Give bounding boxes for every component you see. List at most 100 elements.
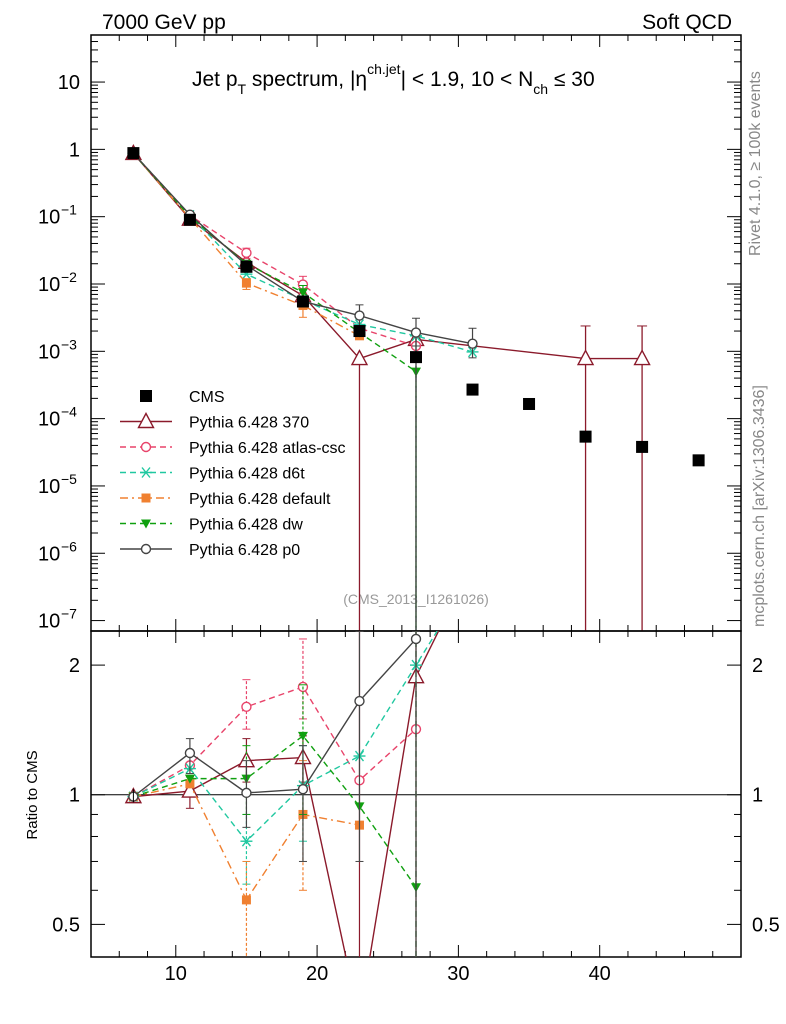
ratio-series-d6t — [127, 631, 438, 957]
ratio-point-p0 — [354, 695, 365, 707]
legend: CMS Pythia 6.428 370 Pythia 6.428 atlas-cs… — [120, 389, 346, 559]
y-tick-exponent: −2 — [61, 269, 77, 285]
legend-label-d6t: Pythia 6.428 d6t — [189, 466, 305, 483]
series-d6t — [127, 148, 479, 631]
data-point-p370 — [576, 349, 595, 366]
data-point-cms — [579, 430, 592, 443]
legend-label-p0: Pythia 6.428 p0 — [189, 542, 300, 559]
y-tick-label: 10 — [38, 476, 60, 498]
ratio-point-default — [241, 895, 251, 905]
ratio-y-tick-label-right: 1 — [752, 785, 763, 807]
title-mid2: | < 1.9, 10 < N — [401, 68, 534, 91]
y-tick-exponent: −3 — [61, 336, 77, 352]
asterisk-stroke — [141, 467, 151, 478]
series-line-default — [132, 152, 360, 337]
y-tick-label: 10 — [38, 207, 60, 229]
title-eta-sup: ch.jet — [367, 61, 401, 77]
ratio-point-p0 — [297, 784, 309, 795]
ratio-y-tick-label-right: 2 — [752, 655, 763, 677]
y-tick-label: 10 — [58, 72, 80, 94]
header-right: Soft QCD — [642, 11, 732, 34]
data-point-p370 — [633, 349, 651, 366]
legend-marker-cms — [140, 390, 152, 402]
y-tick-label: 10 — [38, 409, 60, 431]
legend-marker-atlas — [140, 441, 152, 453]
title-main: Jet p — [192, 68, 238, 91]
ratio-series-p0 — [128, 631, 422, 957]
data-point-cms — [127, 147, 140, 160]
data-point-cms — [692, 454, 705, 467]
ratio-point-p370 — [181, 781, 199, 798]
legend-marker-default — [141, 493, 151, 503]
series-line-dw — [132, 152, 417, 373]
ratio-y-tick-label: 0.5 — [52, 914, 80, 936]
data-point-cms — [466, 383, 479, 396]
x-tick-label: 20 — [306, 963, 328, 985]
plot-title: Jet pT spectrum, |ηch.jet| < 1.9, 10 < N… — [192, 61, 595, 97]
ratio-line-d6t — [133, 631, 438, 843]
main-data — [124, 143, 705, 631]
ratio-point-p0 — [241, 787, 252, 799]
y-tick-label: 10 — [38, 543, 60, 565]
ratio-point-default — [185, 779, 195, 789]
data-point-p0 — [354, 310, 365, 321]
ratio-y-tick-label-right: 0.5 — [752, 914, 780, 936]
ratio-point-p0 — [410, 633, 422, 645]
data-point-cms — [636, 440, 649, 453]
ratio-panel: 10 20 30 40 0.5 0.5 1 1 2 2 — [52, 35, 780, 985]
header-left: 7000 GeV pp — [102, 11, 226, 34]
x-tick-label: 10 — [165, 963, 187, 985]
data-point-cms — [523, 397, 536, 410]
legend-label-default: Pythia 6.428 default — [189, 491, 331, 508]
legend-marker-p370 — [137, 412, 155, 429]
series-line-p370 — [132, 152, 643, 360]
series-line-d6t — [132, 152, 473, 353]
y-tick-exponent: −4 — [61, 404, 77, 420]
data-point-cms — [183, 213, 196, 226]
y-tick-label: 10 — [38, 341, 60, 363]
data-point-p0 — [410, 327, 422, 338]
ratio-series-p370 — [124, 631, 440, 957]
data-point-dw — [297, 288, 308, 298]
legend-label-atlas: Pythia 6.428 atlas-csc — [189, 440, 346, 457]
ratio-y-axis-label: Ratio to CMS — [24, 750, 41, 839]
legend-marker-p0 — [140, 543, 152, 555]
ratio-point-dw — [297, 731, 308, 741]
series-cms — [127, 147, 705, 467]
ratio-line-dw — [133, 734, 417, 888]
title-pt-sub: T — [238, 81, 247, 97]
y-tick-exponent: −1 — [61, 202, 77, 218]
data-point-p370 — [350, 349, 369, 366]
ratio-line-p0 — [132, 638, 417, 798]
y-tick-exponent: −6 — [61, 538, 77, 554]
ratio-line-atlas — [133, 686, 417, 798]
series-line-atlas — [132, 152, 417, 347]
ratio-point-atlas — [241, 701, 252, 713]
data-point-atlas — [241, 247, 252, 259]
legend-marker-dw — [141, 519, 151, 529]
legend-marker-d6t — [140, 467, 152, 478]
x-tick-label: 40 — [589, 963, 611, 985]
y-tick-label: 10 — [38, 611, 60, 633]
data-point-cms — [296, 295, 309, 308]
series-p0 — [128, 148, 478, 631]
data-point-cms — [410, 351, 422, 364]
y-tick-exponent: −7 — [61, 606, 77, 622]
data-point-p0 — [467, 338, 478, 349]
data-point-cms — [240, 260, 253, 273]
x-tick-label: 30 — [447, 963, 469, 985]
title-mid1: spectrum, |η — [246, 68, 367, 91]
ratio-point-dw — [184, 774, 195, 784]
rivet-label: Rivet 4.1.0, ≥ 100k events — [747, 71, 764, 256]
asterisk-stroke — [241, 835, 251, 847]
series-p370 — [124, 143, 651, 631]
title-n-sub: ch — [533, 81, 548, 97]
title-end: ≤ 30 — [548, 68, 595, 91]
ratio-point-d6t — [240, 835, 253, 847]
ratio-y-tick-label: 1 — [69, 785, 80, 807]
y-tick-exponent: −5 — [61, 471, 77, 487]
mcplots-label: mcplots.cern.ch [arXiv:1306.3436] — [751, 385, 768, 627]
legend-label-cms: CMS — [189, 389, 225, 406]
